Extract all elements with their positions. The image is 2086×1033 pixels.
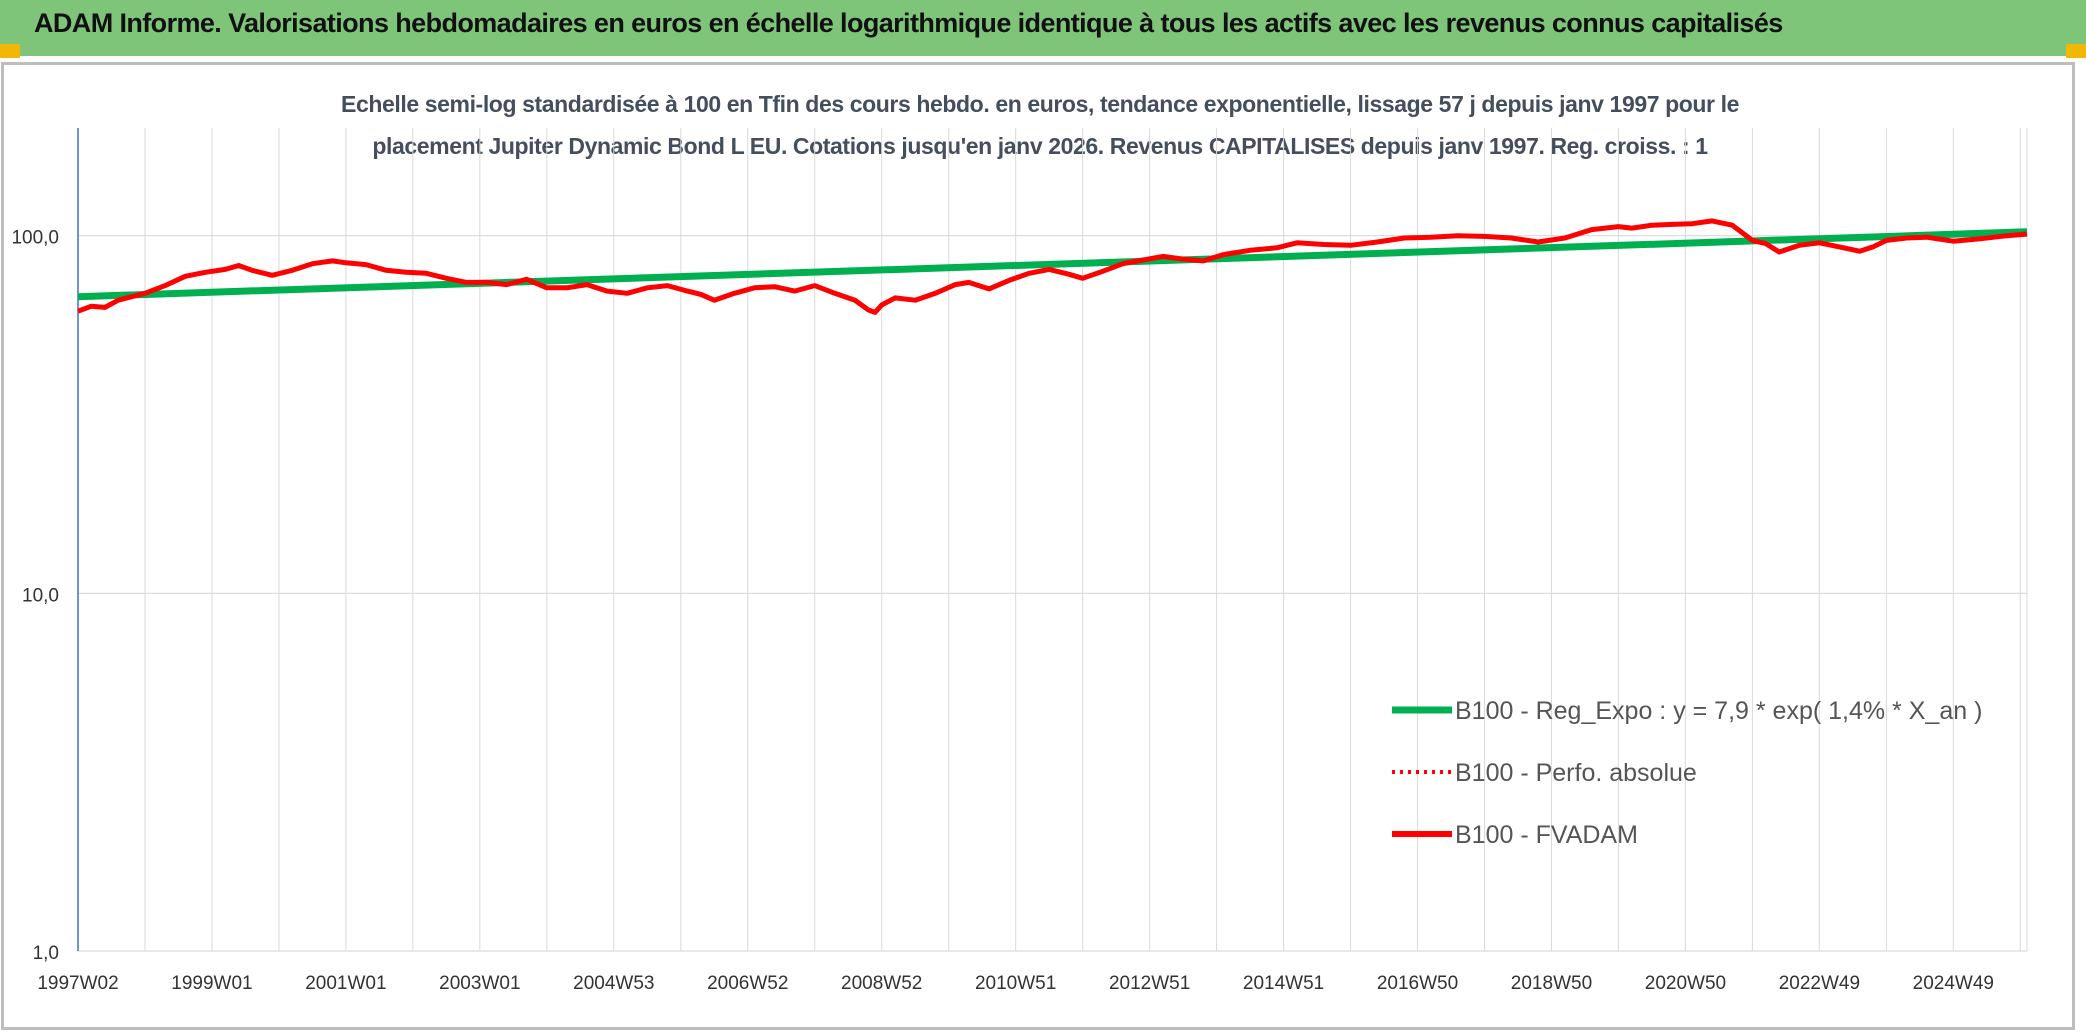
- y-tick-label: 1,0: [33, 943, 59, 964]
- x-tick-label: 2012W51: [1109, 973, 1190, 994]
- x-axis-ticks: 1997W02 1999W01 2001W01 2003W01 2004W53 2006W…: [37, 973, 1994, 994]
- y-tick-label: 100,0: [11, 228, 59, 249]
- corner-marker-left: [0, 44, 20, 58]
- grid: [77, 128, 2028, 952]
- chart-title-line-2: placement Jupiter Dynamic Bond L EU. Cot…: [372, 133, 1708, 159]
- legend-label: B100 - Perfo. absolue: [1455, 759, 1697, 787]
- chart-title-line-1: Echelle semi-log standardisée à 100 en T…: [341, 91, 1739, 117]
- series-line-fvadam: [77, 218, 2028, 315]
- x-tick-label: 2016W50: [1377, 973, 1458, 994]
- x-tick-label: 2003W01: [439, 973, 520, 994]
- x-tick-label: 2024W49: [1913, 973, 1994, 994]
- legend-label: B100 - FVADAM: [1455, 821, 1638, 849]
- legend: B100 - Reg_Expo : y = 7,9 * exp( 1,4% * …: [1392, 697, 1982, 849]
- x-tick-label: 2006W52: [707, 973, 788, 994]
- x-tick-label: 2018W50: [1511, 973, 1592, 994]
- x-tick-label: 2008W52: [841, 973, 922, 994]
- x-tick-label: 2022W49: [1779, 973, 1860, 994]
- x-tick-label: 2010W51: [975, 973, 1056, 994]
- y-tick-label: 10,0: [22, 585, 59, 606]
- corner-marker-right: [2066, 44, 2086, 58]
- x-tick-label: 2001W01: [305, 973, 386, 994]
- header-bar: ADAM Informe. Valorisations hebdomadaire…: [0, 0, 2086, 56]
- x-tick-label: 2004W53: [573, 973, 654, 994]
- series-layer: [77, 218, 2028, 315]
- y-axis-ticks: 1,0 10,0 100,0: [11, 228, 59, 964]
- x-tick-label: 2020W50: [1645, 973, 1726, 994]
- series-line-regression: [77, 228, 2028, 301]
- x-tick-label: 2014W51: [1243, 973, 1324, 994]
- legend-label: B100 - Reg_Expo : y = 7,9 * exp( 1,4% * …: [1455, 697, 1982, 725]
- page-title: ADAM Informe. Valorisations hebdomadaire…: [34, 8, 1783, 38]
- x-tick-label: 1997W02: [37, 973, 118, 994]
- x-tick-label: 1999W01: [171, 973, 252, 994]
